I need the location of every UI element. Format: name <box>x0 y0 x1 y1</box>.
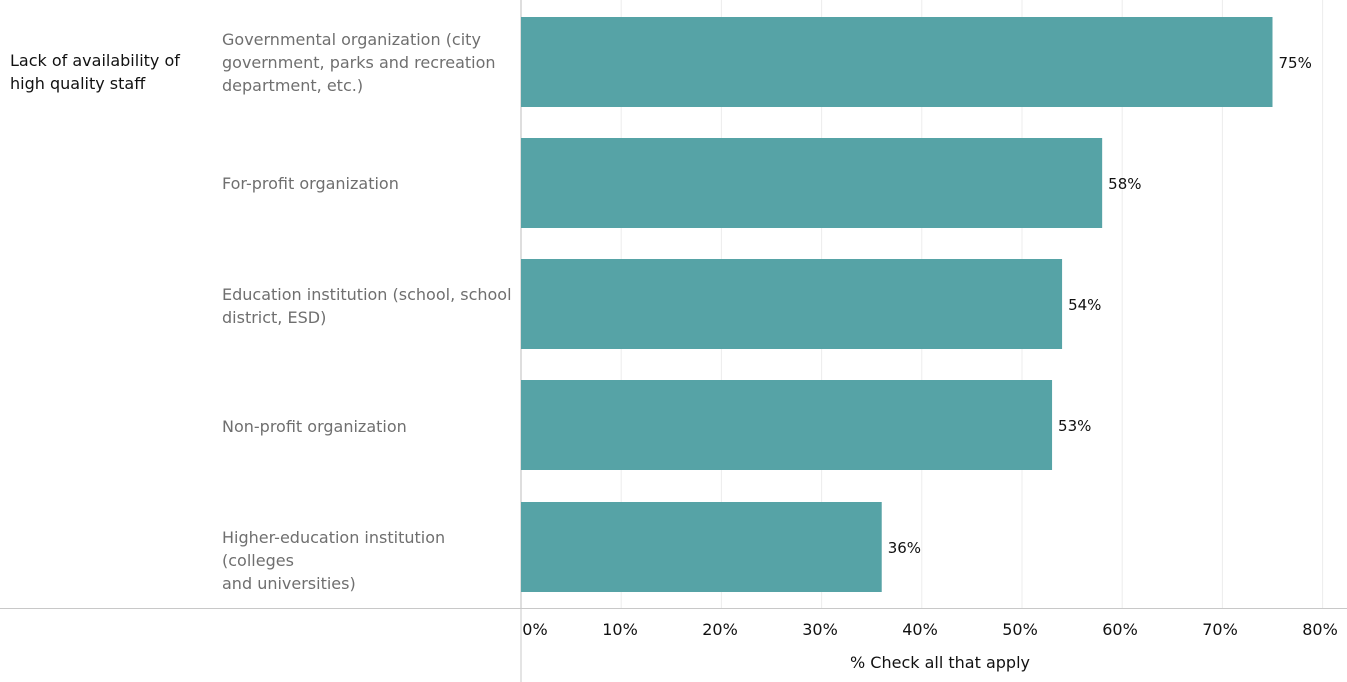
x-tick-label: 60% <box>1102 620 1138 639</box>
data-label: 53% <box>1058 417 1091 435</box>
category-label-higher-education: Higher-education institution (colleges a… <box>222 528 446 593</box>
bar <box>521 259 1063 349</box>
data-label: 75% <box>1279 54 1312 72</box>
x-tick-label: 80% <box>1302 620 1338 639</box>
bar <box>521 17 1273 107</box>
x-tick-label: 10% <box>602 620 638 639</box>
x-tick-label: 70% <box>1202 620 1238 639</box>
data-label: 36% <box>888 539 921 557</box>
x-tick-label: 20% <box>702 620 738 639</box>
category-label-for-profit: For-profit organization <box>222 174 399 193</box>
x-tick-label: 30% <box>802 620 838 639</box>
x-tick-label: 50% <box>1002 620 1038 639</box>
x-tick-label: 0% <box>522 620 548 639</box>
data-label: 58% <box>1108 175 1141 193</box>
bar <box>521 380 1053 470</box>
x-axis-title: % Check all that apply <box>850 653 1030 672</box>
category-label-non-profit: Non-profit organization <box>222 417 407 436</box>
row-header-label: Lack of availability of high quality sta… <box>10 51 180 93</box>
data-label: 54% <box>1068 296 1101 314</box>
x-tick-label: 40% <box>902 620 938 639</box>
category-label-education: Education institution (school, school di… <box>222 285 512 327</box>
bar <box>521 502 882 592</box>
category-label-governmental: Governmental organization (city governme… <box>222 30 496 95</box>
bar <box>521 138 1103 228</box>
